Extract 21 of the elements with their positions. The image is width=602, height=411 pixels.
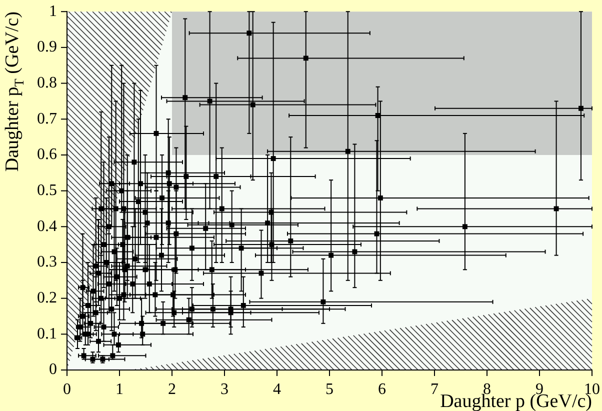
y-tick-label: 1 [49, 2, 57, 20]
x-tick-label: 1 [116, 380, 124, 398]
x-tick-label: 4 [273, 380, 281, 398]
y-tick-label: 0.2 [37, 290, 57, 307]
x-tick-label: 8 [483, 380, 491, 398]
x-tick-label: 0 [63, 380, 71, 398]
x-tick-label: 5 [326, 380, 334, 398]
y-tick-label: 0.3 [37, 254, 57, 271]
y-tick-label: 0.9 [37, 38, 57, 56]
x-tick-label: 6 [378, 380, 386, 398]
y-tick-label: 0.1 [37, 325, 57, 342]
y-tick-label: 0 [49, 361, 57, 378]
y-tick-label: 0.4 [37, 218, 57, 235]
y-axis-title: Daughter pT (GeV/c) [2, 12, 27, 172]
x-tick-label: 7 [430, 380, 438, 398]
y-tick-label: 0.6 [37, 146, 57, 164]
x-tick-label: 2 [168, 380, 176, 398]
y-tick-label: 0.7 [37, 110, 57, 128]
y-tick-label: 0.8 [37, 74, 57, 92]
y-tick-label: 0.5 [37, 182, 57, 200]
x-tick-label: 3 [220, 380, 228, 398]
